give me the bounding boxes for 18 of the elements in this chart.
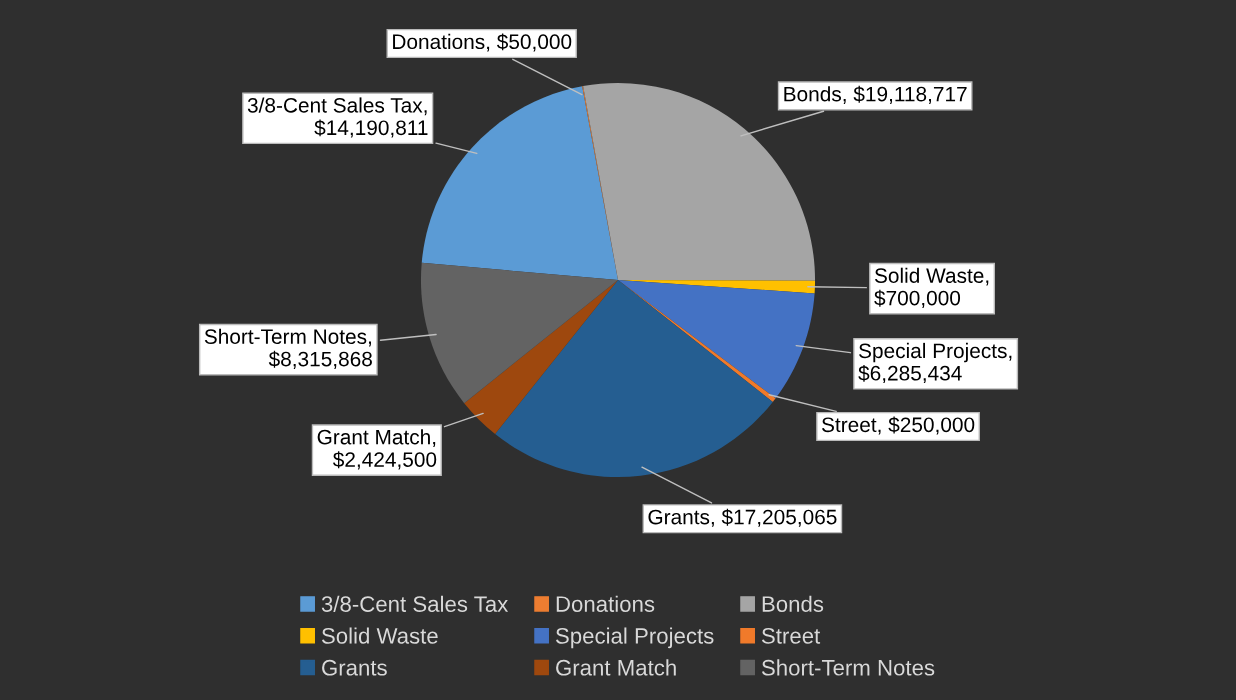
- data-label: 3/8-Cent Sales Tax, $14,190,811: [247, 97, 428, 138]
- data-label: Solid Waste, $700,000: [874, 267, 989, 308]
- data-label: Bonds, $19,118,717: [784, 85, 967, 104]
- data-label: Grants, $17,205,065: [648, 508, 837, 527]
- data-label: Special Projects, $6,285,434: [858, 342, 1012, 384]
- data-label: Street, $250,000: [821, 416, 975, 435]
- legend-label: Bonds: [762, 595, 824, 612]
- data-label: Donations, $50,000: [393, 33, 572, 52]
- legend-label: Street: [761, 628, 821, 644]
- legend-label: Short-Term Notes: [761, 659, 935, 676]
- legend-label: Special Projects: [555, 627, 714, 649]
- data-label: Grant Match, $2,424,500: [317, 429, 437, 470]
- legend-label: Grant Match: [556, 659, 676, 676]
- data-label: Short-Term Notes, $8,315,868: [204, 328, 372, 369]
- legend-label: Donations: [556, 595, 655, 612]
- legend-label: Solid Waste: [321, 627, 438, 644]
- legend-label: 3/8-Cent Sales Tax: [321, 595, 509, 612]
- legend-label: Grants: [322, 659, 387, 676]
